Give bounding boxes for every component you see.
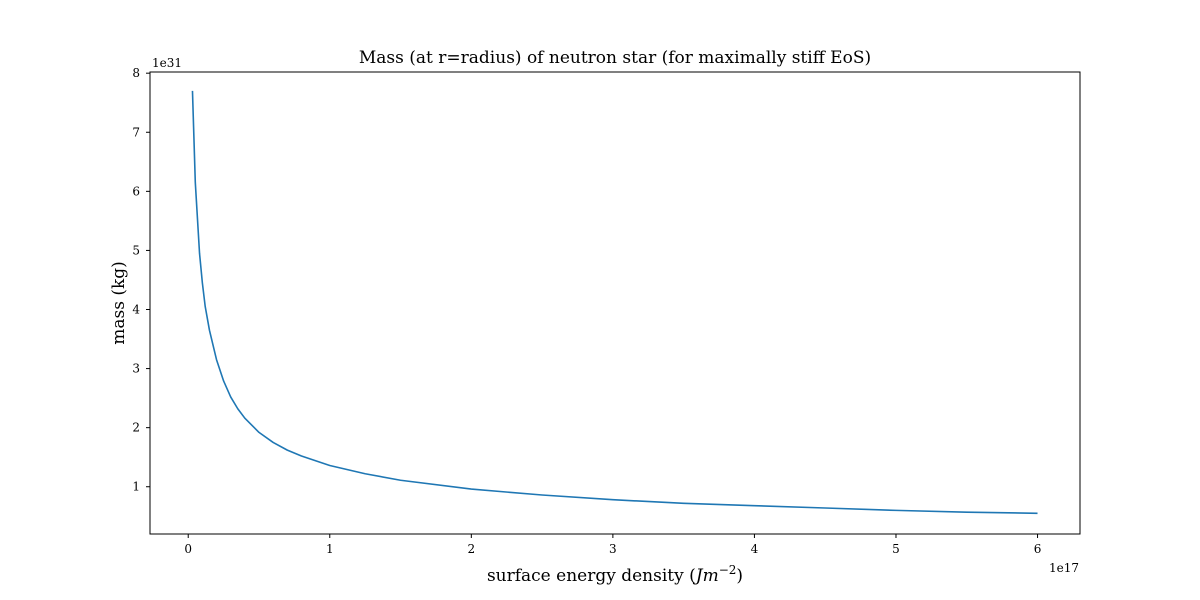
chart-title: Mass (at r=radius) of neutron star (for …: [359, 48, 871, 68]
y-tick-label: 6: [132, 184, 140, 198]
x-tick-label: 3: [609, 542, 617, 556]
x-axis-label: surface energy density (Jm−2): [487, 563, 743, 586]
data-line: [191, 90, 1038, 515]
plot-area: [191, 90, 1038, 515]
x-tick-label: 0: [184, 542, 192, 556]
y-tick-label: 5: [132, 243, 140, 257]
x-axis-label-prefix: surface energy density (: [487, 566, 696, 586]
y-tick-label: 2: [132, 421, 140, 435]
x-tick-label: 6: [1034, 542, 1042, 556]
x-tick-label: 2: [468, 542, 476, 556]
y-tick-label: 8: [132, 66, 140, 80]
x-axis-label-exponent: −2: [719, 563, 737, 577]
x-axis-label-unit-m: m: [703, 566, 719, 586]
x-offset-label: 1e17: [1049, 561, 1079, 575]
y-offset-label: 1e31: [152, 56, 182, 70]
x-tick-label: 1: [326, 542, 334, 556]
x-tick-label: 5: [892, 542, 900, 556]
y-tick-label: 7: [132, 125, 140, 139]
y-axis: 1 2 3 4 5 6 7 8: [132, 66, 150, 494]
y-tick-label: 3: [132, 362, 140, 376]
x-axis-label-unit-j: J: [693, 566, 704, 586]
x-axis: 0 1 2 3 4 5 6: [184, 534, 1041, 556]
y-tick-label: 4: [132, 302, 140, 316]
x-axis-label-suffix: ): [736, 566, 743, 586]
y-axis-label: mass (kg): [109, 261, 129, 345]
x-tick-label: 4: [751, 542, 759, 556]
axes-frame: [149, 71, 1081, 535]
y-tick-label: 1: [132, 480, 140, 494]
